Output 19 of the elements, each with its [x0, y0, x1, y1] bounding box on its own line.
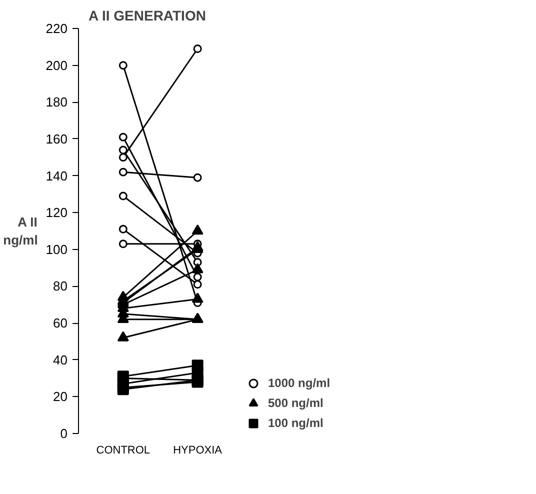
y-tick-label: 80 — [53, 278, 68, 294]
chart-title: A II GENERATION — [88, 8, 206, 24]
y-tick-label: 160 — [46, 131, 68, 146]
y-tick-label: 140 — [46, 168, 68, 184]
y-tick-label: 40 — [53, 352, 68, 368]
y-tick-label: 20 — [53, 389, 68, 404]
y-tick-label: 0 — [60, 426, 68, 441]
y-axis-title: A II ng/ml — [3, 214, 38, 248]
y-tick-label: 180 — [46, 94, 68, 110]
legend-label: 1000 ng/ml — [268, 376, 330, 390]
x-tick-label: HYPOXIA — [173, 444, 223, 456]
y-tick-label: 60 — [53, 316, 68, 331]
x-tick-label: CONTROL — [96, 444, 150, 456]
y-tick-label: 100 — [46, 242, 68, 257]
y-tick-label: 120 — [46, 205, 68, 220]
legend-label: 100 ng/ml — [268, 416, 324, 430]
y-tick-label: 220 — [46, 21, 68, 36]
legend-label: 500 ng/ml — [268, 396, 324, 410]
y-tick-label: 200 — [46, 58, 68, 73]
